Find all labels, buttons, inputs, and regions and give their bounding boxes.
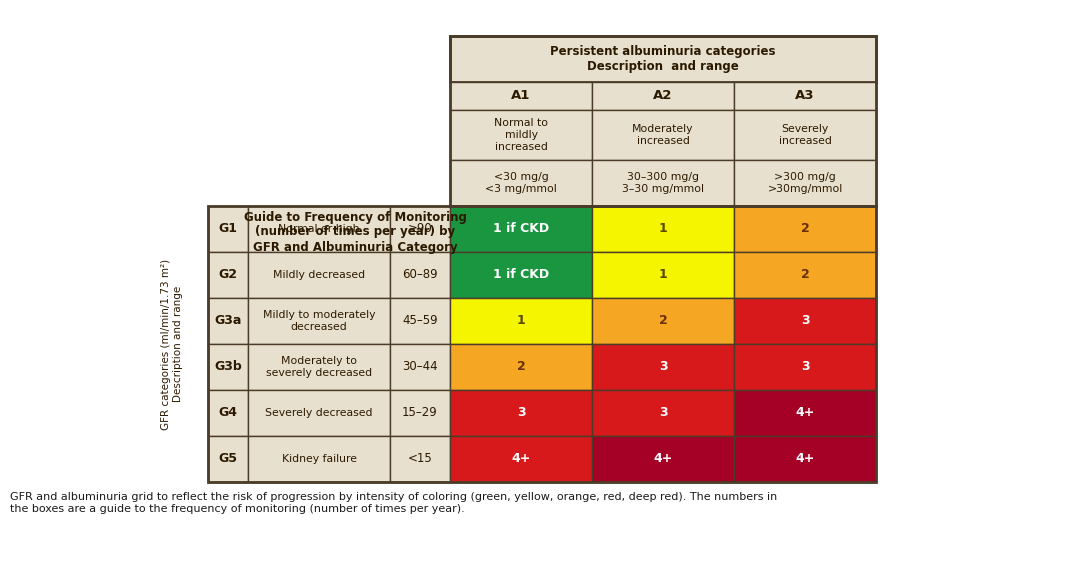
Bar: [734, 344, 876, 390]
Bar: [592, 344, 734, 390]
Text: 2: 2: [801, 223, 809, 236]
Bar: [450, 344, 592, 390]
Text: 3: 3: [659, 407, 668, 420]
Text: G4: G4: [219, 407, 238, 420]
Text: Persistent albuminuria categories
Description  and range: Persistent albuminuria categories Descri…: [551, 45, 776, 73]
Text: Severely
increased: Severely increased: [779, 124, 831, 146]
Bar: [734, 160, 876, 206]
Bar: [208, 344, 248, 390]
Bar: [390, 206, 450, 252]
Bar: [450, 252, 592, 298]
Text: G5: G5: [219, 452, 238, 465]
Bar: [450, 36, 876, 82]
Text: Moderately
increased: Moderately increased: [632, 124, 694, 146]
Bar: [390, 390, 450, 436]
Bar: [592, 160, 734, 206]
Bar: [208, 206, 876, 482]
Text: 30–44: 30–44: [403, 360, 438, 373]
Bar: [450, 160, 592, 206]
Bar: [592, 252, 734, 298]
Text: Normal to
mildly
increased: Normal to mildly increased: [494, 118, 547, 152]
Text: 3: 3: [517, 407, 526, 420]
Text: 4+: 4+: [654, 452, 673, 465]
Text: Normal or high: Normal or high: [278, 224, 359, 234]
Bar: [592, 82, 734, 110]
Text: ≥90: ≥90: [408, 223, 433, 236]
Bar: [592, 390, 734, 436]
Bar: [592, 110, 734, 160]
Text: G3a: G3a: [214, 315, 241, 328]
Text: <30 mg/g
<3 mg/mmol: <30 mg/g <3 mg/mmol: [485, 172, 557, 194]
Bar: [208, 206, 248, 252]
Bar: [450, 110, 592, 160]
Bar: [734, 206, 876, 252]
Text: >300 mg/g
>30mg/mmol: >300 mg/g >30mg/mmol: [767, 172, 843, 194]
Text: 2: 2: [659, 315, 668, 328]
Bar: [592, 298, 734, 344]
Bar: [734, 436, 876, 482]
Text: G1: G1: [219, 223, 238, 236]
Bar: [450, 436, 592, 482]
Text: Mildly to moderately
decreased: Mildly to moderately decreased: [263, 310, 375, 332]
Text: 15–29: 15–29: [403, 407, 438, 420]
Bar: [734, 390, 876, 436]
Bar: [450, 298, 592, 344]
Text: 1: 1: [659, 223, 668, 236]
Text: GFR categories (ml/min/1.73 m²)
Description and range: GFR categories (ml/min/1.73 m²) Descript…: [161, 258, 183, 430]
Bar: [208, 436, 248, 482]
Bar: [734, 82, 876, 110]
Bar: [390, 344, 450, 390]
Text: A3: A3: [795, 90, 815, 103]
Bar: [248, 298, 390, 344]
Bar: [248, 390, 390, 436]
Bar: [592, 206, 734, 252]
Text: 2: 2: [801, 268, 809, 281]
Bar: [390, 436, 450, 482]
Text: <15: <15: [408, 452, 433, 465]
Bar: [248, 344, 390, 390]
Text: 1 if CKD: 1 if CKD: [493, 223, 549, 236]
Text: 1 if CKD: 1 if CKD: [493, 268, 549, 281]
Bar: [450, 82, 592, 110]
Text: 4+: 4+: [795, 452, 815, 465]
Text: Mildly decreased: Mildly decreased: [273, 270, 365, 280]
Bar: [208, 390, 248, 436]
Text: 3: 3: [801, 360, 809, 373]
Text: G3b: G3b: [214, 360, 242, 373]
Bar: [248, 436, 390, 482]
Text: 3: 3: [801, 315, 809, 328]
Text: 1: 1: [659, 268, 668, 281]
Text: A2: A2: [654, 90, 673, 103]
Text: Kidney failure: Kidney failure: [281, 454, 356, 464]
Bar: [248, 206, 390, 252]
Text: A1: A1: [512, 90, 530, 103]
Text: 45–59: 45–59: [403, 315, 438, 328]
Text: 30–300 mg/g
3–30 mg/mmol: 30–300 mg/g 3–30 mg/mmol: [622, 172, 704, 194]
Text: 2: 2: [516, 360, 526, 373]
Bar: [390, 298, 450, 344]
Bar: [390, 252, 450, 298]
Text: Moderately to
severely decreased: Moderately to severely decreased: [266, 356, 372, 378]
Text: G2: G2: [219, 268, 238, 281]
Bar: [208, 298, 248, 344]
Bar: [592, 436, 734, 482]
Text: 60–89: 60–89: [403, 268, 438, 281]
Bar: [208, 252, 248, 298]
Bar: [450, 36, 876, 206]
Text: 4+: 4+: [512, 452, 530, 465]
Text: GFR and albuminuria grid to reflect the risk of progression by intensity of colo: GFR and albuminuria grid to reflect the …: [10, 492, 777, 514]
Bar: [734, 252, 876, 298]
Bar: [734, 110, 876, 160]
Bar: [248, 252, 390, 298]
Text: Severely decreased: Severely decreased: [265, 408, 373, 418]
Text: Guide to Frequency of Monitoring
(number of times per year) by
GFR and Albuminur: Guide to Frequency of Monitoring (number…: [243, 210, 466, 253]
Bar: [450, 390, 592, 436]
Text: 3: 3: [659, 360, 668, 373]
Bar: [450, 206, 592, 252]
Text: 4+: 4+: [795, 407, 815, 420]
Text: 1: 1: [516, 315, 526, 328]
Bar: [734, 298, 876, 344]
